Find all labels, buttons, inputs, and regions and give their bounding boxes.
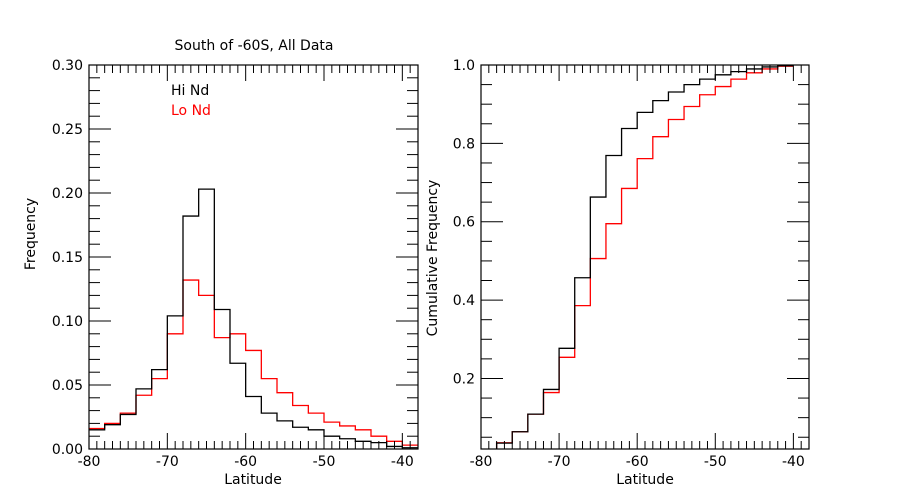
series-line-hi-nd bbox=[89, 188, 418, 449]
series-line-lo-nd bbox=[495, 65, 794, 449]
y-tick-label: 1.0 bbox=[453, 58, 475, 74]
y-tick-label: 0.10 bbox=[52, 314, 83, 330]
series-group bbox=[89, 188, 418, 449]
axes: -80 -70 -60 -50 -40 0.00 0.05 0.10 0.15 0.20 0.25 0… bbox=[52, 58, 419, 470]
x-tick-label: -50 bbox=[704, 454, 727, 470]
axes: -80 -70 -60 -50 -40 0.2 0.4 0.6 0.8 1.0 bbox=[453, 58, 810, 470]
y-tick-label: 0.00 bbox=[52, 442, 83, 458]
x-tick-label: -50 bbox=[313, 454, 336, 470]
y-tick-label: 0.6 bbox=[453, 215, 475, 231]
chart-title: South of -60S, All Data bbox=[175, 38, 334, 54]
x-tick-label: -80 bbox=[470, 454, 493, 470]
frequency-histogram-panel: South of -60S, All Data -80 -70 -60 -50 -40 0… bbox=[23, 38, 419, 488]
y-tick-label: 0.4 bbox=[453, 293, 475, 309]
y-tick-label: 0.30 bbox=[52, 58, 83, 74]
y-axis-label: Cumulative Frequency bbox=[425, 180, 441, 337]
plot-frame bbox=[480, 64, 810, 450]
y-tick-label: 0.05 bbox=[52, 378, 83, 394]
y-tick-label: 0.25 bbox=[52, 122, 83, 138]
x-tick-label: -40 bbox=[391, 454, 414, 470]
x-tick-label: -70 bbox=[156, 454, 179, 470]
legend-hi-nd: Hi Nd bbox=[171, 83, 209, 99]
x-tick-label: -70 bbox=[548, 454, 571, 470]
y-tick-label: 0.20 bbox=[52, 186, 83, 202]
y-tick-label: 0.15 bbox=[52, 250, 83, 266]
x-tick-label: -40 bbox=[782, 454, 805, 470]
series-line-lo-nd bbox=[89, 279, 418, 446]
plot-frame bbox=[88, 64, 419, 450]
x-tick-label: -80 bbox=[78, 454, 101, 470]
legend-lo-nd: Lo Nd bbox=[171, 103, 211, 119]
series-line-hi-nd bbox=[495, 65, 794, 449]
y-tick-label: 0.8 bbox=[453, 136, 475, 152]
y-tick-label: 0.2 bbox=[453, 371, 475, 387]
cumulative-frequency-panel: -80 -70 -60 -50 -400.20.40.60.81.0 Latitude … bbox=[425, 58, 810, 488]
x-axis-label: Latitude bbox=[616, 472, 674, 488]
x-tick-label: -60 bbox=[234, 454, 257, 470]
y-axis-label: Frequency bbox=[23, 198, 39, 270]
x-axis-label: Latitude bbox=[224, 472, 282, 488]
series-group bbox=[495, 65, 794, 449]
x-tick-label: -60 bbox=[626, 454, 649, 470]
